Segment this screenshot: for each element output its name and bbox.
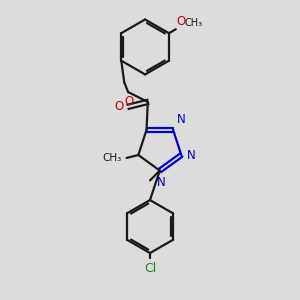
Text: N: N — [156, 176, 165, 190]
Text: N: N — [177, 113, 186, 126]
Text: CH₃: CH₃ — [102, 153, 122, 163]
Text: O: O — [114, 100, 123, 113]
Text: N: N — [187, 148, 196, 161]
Text: Cl: Cl — [144, 262, 156, 275]
Text: CH₃: CH₃ — [184, 18, 203, 28]
Text: O: O — [124, 95, 134, 108]
Text: O: O — [177, 15, 186, 28]
